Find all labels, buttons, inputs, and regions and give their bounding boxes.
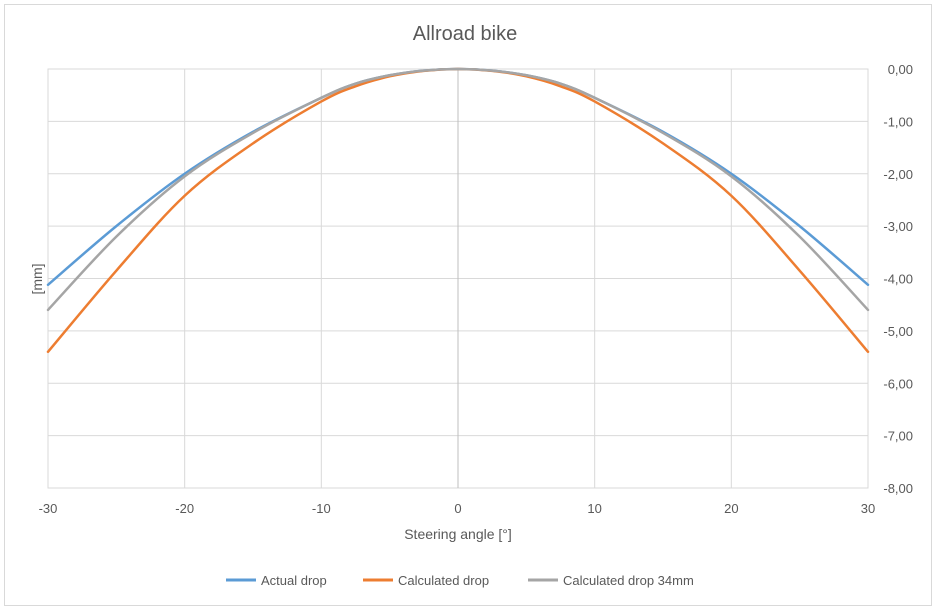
x-axis-title: Steering angle [°] [404, 526, 512, 542]
y-tick-label: -3,00 [883, 219, 913, 234]
chart-title: Allroad bike [413, 23, 518, 45]
y-tick-label: -8,00 [883, 481, 913, 496]
x-tick-label: 0 [454, 501, 461, 516]
chart-frame [4, 4, 932, 606]
y-axis-title: [mm] [29, 263, 45, 294]
grid [47, 68, 869, 489]
y-tick-label: 0,00 [888, 62, 913, 77]
y-tick-label: -6,00 [883, 376, 913, 391]
x-tick-label: -10 [312, 501, 331, 516]
y-tick-label: -7,00 [883, 429, 913, 444]
legend-label: Actual drop [261, 573, 327, 588]
series-line-calculated-drop-34mm [46, 67, 870, 312]
x-tick-label: 20 [724, 501, 738, 516]
x-tick-label: -20 [175, 501, 194, 516]
x-tick-labels: -30 -20 -10 0 10 20 30 [39, 501, 876, 516]
y-tick-label: -5,00 [883, 324, 913, 339]
legend: Actual drop Calculated drop Calculated dro… [226, 573, 694, 588]
y-tick-label: -1,00 [883, 114, 913, 129]
y-tick-labels: 0,00 -1,00 -2,00 -3,00 -4,00 -5,00 -6,00 -7,00 -… [883, 62, 913, 496]
y-tick-label: -4,00 [883, 272, 913, 287]
series-layer [46, 67, 870, 354]
legend-label: Calculated drop [398, 573, 489, 588]
legend-label: Calculated drop 34mm [563, 573, 694, 588]
x-tick-label: -30 [39, 501, 58, 516]
x-tick-label: 30 [861, 501, 875, 516]
x-tick-label: 10 [587, 501, 601, 516]
y-tick-label: -2,00 [883, 167, 913, 182]
